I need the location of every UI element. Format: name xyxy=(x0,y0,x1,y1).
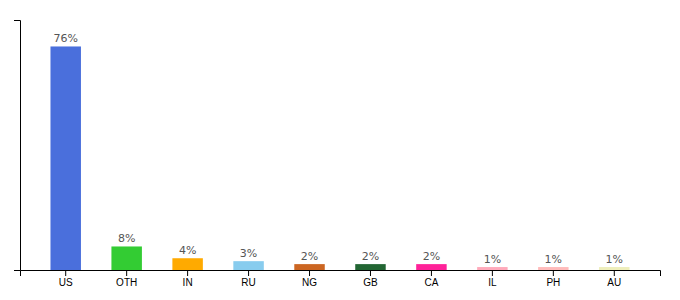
x-tick: NG xyxy=(302,270,317,288)
x-tick-label: US xyxy=(59,277,73,288)
x-tick: PH xyxy=(546,270,560,288)
x-tick-label: NG xyxy=(302,277,317,288)
bar xyxy=(50,46,80,270)
x-tick: OTH xyxy=(116,270,137,288)
bar xyxy=(233,261,263,270)
data-label: 8% xyxy=(118,232,135,245)
x-tick-mark xyxy=(370,270,371,276)
bar xyxy=(538,267,568,270)
x-tick: AU xyxy=(607,270,621,288)
x-tick-label: IL xyxy=(488,277,497,288)
x-tick-mark xyxy=(65,270,66,276)
x-tick-mark xyxy=(187,270,188,276)
bar xyxy=(599,267,629,270)
x-tick-mark xyxy=(309,270,310,276)
bar xyxy=(355,264,385,270)
x-tick: CA xyxy=(424,270,438,288)
y-axis xyxy=(14,21,21,271)
x-tick-label: IN xyxy=(183,277,193,288)
plot: 76% 8% 4% 3% 2% 2% 2% 1% 1% 1% US OTH IN RU NG GB CA IL PH… xyxy=(14,21,661,289)
bar xyxy=(111,246,141,270)
x-tick-mark xyxy=(492,270,493,276)
x-tick: IN xyxy=(183,270,193,288)
bar xyxy=(416,264,446,270)
x-tick-label: RU xyxy=(241,277,255,288)
bars xyxy=(50,46,629,270)
data-label: 1% xyxy=(545,253,562,266)
data-labels: 76% 8% 4% 3% 2% 2% 2% 1% 1% 1% xyxy=(53,32,623,266)
x-tick: US xyxy=(59,270,73,288)
x-axis: US OTH IN RU NG GB CA IL PH AU xyxy=(21,270,661,288)
x-tick-label: PH xyxy=(546,277,560,288)
data-label: 3% xyxy=(240,247,257,260)
x-tick-mark xyxy=(431,270,432,276)
x-tick: RU xyxy=(241,270,255,288)
bar xyxy=(477,267,507,270)
data-label: 1% xyxy=(484,253,501,266)
y-axis-line xyxy=(14,21,21,271)
data-label: 2% xyxy=(362,250,379,263)
x-tick-mark xyxy=(248,270,249,276)
data-label: 2% xyxy=(301,250,318,263)
bar xyxy=(172,258,202,270)
x-tick-mark xyxy=(553,270,554,276)
x-tick-label: AU xyxy=(607,277,621,288)
data-label: 4% xyxy=(179,244,196,257)
x-axis-line xyxy=(21,271,661,277)
data-label: 1% xyxy=(606,253,623,266)
x-tick-label: GB xyxy=(363,277,378,288)
x-tick: IL xyxy=(488,270,497,288)
x-tick: GB xyxy=(363,270,378,288)
chart: 76% 8% 4% 3% 2% 2% 2% 1% 1% 1% US OTH IN RU NG GB CA IL PH… xyxy=(0,0,680,300)
x-tick-label: OTH xyxy=(116,277,137,288)
x-tick-mark xyxy=(614,270,615,276)
data-label: 2% xyxy=(423,250,440,263)
data-label: 76% xyxy=(53,32,77,45)
x-tick-label: CA xyxy=(424,277,438,288)
bar xyxy=(294,264,324,270)
x-tick-mark xyxy=(126,270,127,276)
